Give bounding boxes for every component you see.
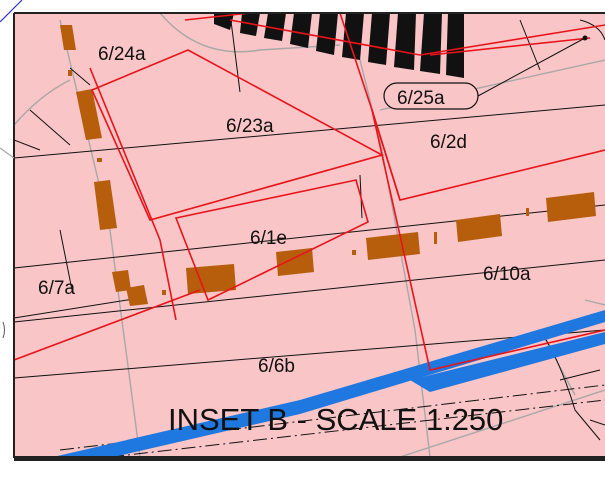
parcel-6-1e-outline bbox=[174, 179, 369, 302]
parcel-label-6-6b: 6/6b bbox=[258, 356, 295, 377]
parcel-label-6-7a: 6/7a bbox=[38, 278, 75, 299]
leader-line bbox=[0, 0, 23, 23]
outside-mark bbox=[2, 321, 5, 339]
outside-mark bbox=[0, 147, 15, 159]
parcel-callout bbox=[383, 35, 588, 110]
parcel-label-6-2d: 6/2d bbox=[430, 132, 467, 153]
hatched-block bbox=[214, 13, 464, 78]
parcel-label-6-24a: 6/24a bbox=[98, 44, 146, 65]
parcel-label-6-10a: 6/10a bbox=[483, 264, 531, 285]
callout-bubble bbox=[383, 82, 479, 110]
parcel-label-6-23a: 6/23a bbox=[226, 116, 274, 137]
land-area bbox=[14, 13, 605, 457]
buildings bbox=[60, 25, 596, 306]
map-content: 6/24a 6/23a 6/25a 6/2d 6/1e 6/7a 6/10a 6… bbox=[14, 13, 605, 457]
blue-road bbox=[53, 310, 605, 457]
parcel-label-6-1e: 6/1e bbox=[250, 228, 287, 249]
inset-title: INSET B - SCALE 1:250 bbox=[168, 402, 503, 437]
parcel-outlines bbox=[14, 13, 605, 371]
frame-bottom bbox=[14, 456, 605, 461]
parcel-label-6-25a: 6/25a bbox=[397, 88, 445, 109]
